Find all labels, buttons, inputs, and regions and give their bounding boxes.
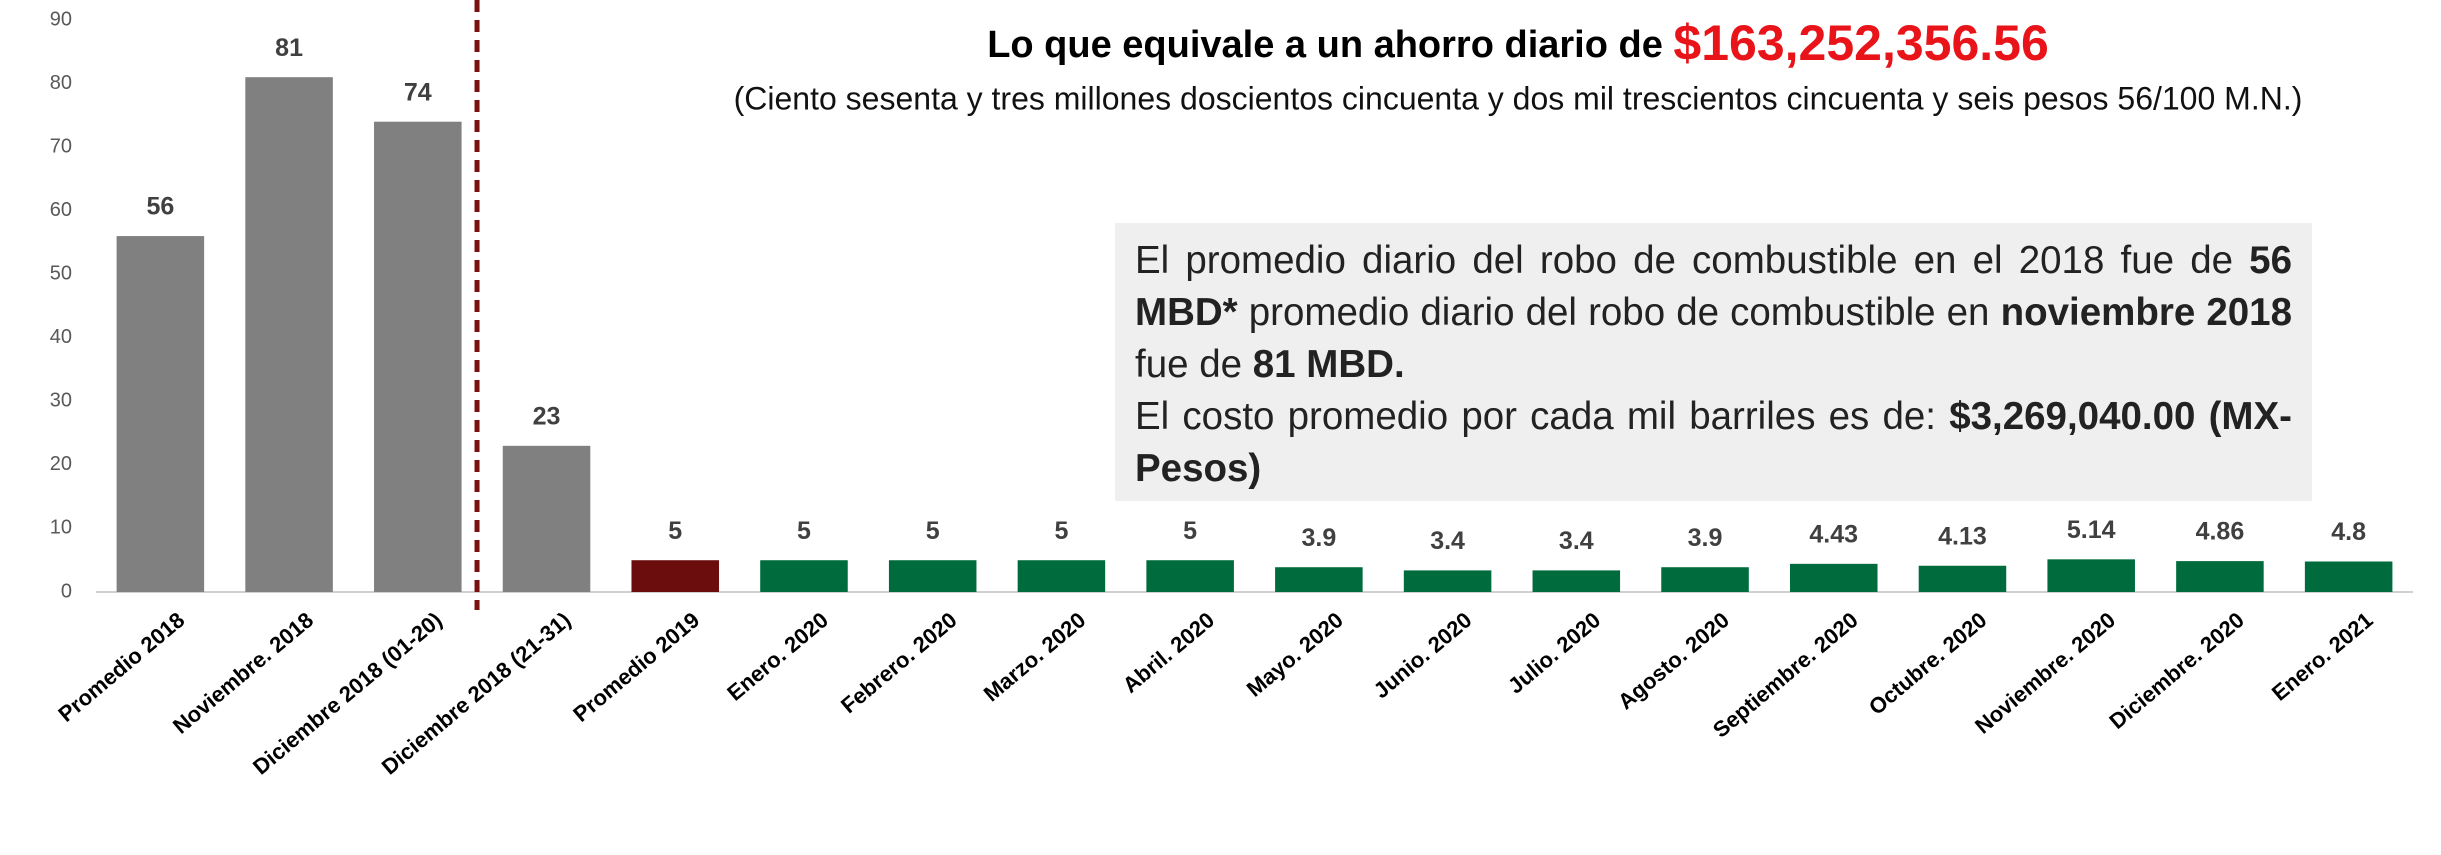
value-label: 5 <box>926 517 940 545</box>
bar <box>2047 559 2135 592</box>
chart-title: Lo que equivale a un ahorro diario de $1… <box>987 15 2049 71</box>
x-tick-label: Noviembre. 2018 <box>168 607 318 739</box>
note-paragraph: El costo promedio por cada mil barriles … <box>1135 391 2292 495</box>
title-text: Lo que equivale a un ahorro diario de <box>987 24 1673 66</box>
x-tick-label: Promedio 2018 <box>53 607 189 727</box>
bar <box>760 560 848 592</box>
note-bold: 56 MBD* <box>1135 239 2292 334</box>
bar <box>1789 563 1878 592</box>
bar <box>1532 570 1621 592</box>
x-tick-label: Abril. 2020 <box>1118 607 1219 698</box>
value-label: 5 <box>1183 517 1197 545</box>
y-tick-label: 40 <box>50 326 72 348</box>
y-tick-label: 0 <box>61 580 72 602</box>
value-label: 3.9 <box>1301 524 1336 552</box>
note-bold: noviembre 2018 <box>2000 291 2292 334</box>
x-tick-label: Junio. 2020 <box>1369 607 1477 703</box>
x-tick-label: Julio. 2020 <box>1503 607 1605 698</box>
note-text: fue de <box>1135 343 1253 386</box>
bar <box>1918 565 2007 592</box>
x-tick-label: Mayo. 2020 <box>1242 607 1348 702</box>
value-label: 4.13 <box>1938 522 1987 550</box>
bar <box>1661 567 1749 592</box>
y-tick-label: 10 <box>50 517 72 539</box>
note-text: El promedio diario del robo de combustib… <box>1135 239 2250 282</box>
y-tick-label: 70 <box>50 135 72 157</box>
y-tick-label: 90 <box>50 8 72 30</box>
bar <box>888 560 977 592</box>
x-tick-label: Noviembre. 2020 <box>1970 607 2120 739</box>
value-label: 23 <box>533 402 561 430</box>
x-tick-label: Marzo. 2020 <box>979 607 1091 706</box>
x-tick-label: Febrero. 2020 <box>836 607 962 718</box>
bar <box>2304 561 2393 592</box>
y-tick-label: 80 <box>50 72 72 94</box>
value-label: 4.8 <box>2331 518 2366 546</box>
x-tick-label: Diciembre. 2020 <box>2104 607 2248 734</box>
note-text: promedio diario del robo de combustible … <box>1237 291 2001 334</box>
value-label: 74 <box>404 78 432 106</box>
value-label: 5 <box>1054 517 1068 545</box>
bar <box>245 77 333 592</box>
value-label: 56 <box>146 193 174 221</box>
x-tick-label: Promedio 2019 <box>568 607 704 727</box>
bar <box>2176 561 2264 592</box>
note-bold: $3,269,040.00 (MX-Pesos) <box>1135 395 2292 490</box>
bar <box>502 445 591 592</box>
x-tick-label: Agosto. 2020 <box>1613 607 1734 714</box>
value-label: 4.86 <box>2196 518 2245 546</box>
bar <box>1146 560 1234 592</box>
value-label: 81 <box>275 34 303 62</box>
x-tick-label: Enero. 2021 <box>2267 607 2378 706</box>
value-label: 3.4 <box>1559 527 1594 555</box>
bar <box>631 560 720 592</box>
y-tick-label: 50 <box>50 263 72 285</box>
note-bold: 81 MBD. <box>1252 343 1405 386</box>
note-box: El promedio diario del robo de combustib… <box>1115 223 2312 501</box>
x-tick-label: Octubre. 2020 <box>1864 607 1992 720</box>
y-tick-label: 60 <box>50 199 72 221</box>
value-label: 5 <box>668 517 682 545</box>
bar <box>1403 570 1492 592</box>
bar <box>1017 560 1106 592</box>
value-label: 3.9 <box>1688 524 1723 552</box>
bar <box>1275 567 1363 592</box>
value-label: 4.43 <box>1809 520 1858 548</box>
x-tick-label: Enero. 2020 <box>722 607 833 706</box>
bar <box>116 236 205 593</box>
value-label: 3.4 <box>1430 527 1465 555</box>
bar <box>374 121 462 592</box>
title-amount: $163,252,356.56 <box>1673 15 2048 71</box>
note-text: El costo promedio por cada mil barriles … <box>1135 395 1950 438</box>
y-tick-label: 20 <box>50 453 72 475</box>
value-label: 5 <box>797 517 811 545</box>
y-tick-label: 30 <box>50 390 72 412</box>
subtitle: (Ciento sesenta y tres millones doscient… <box>734 80 2303 116</box>
value-label: 5.14 <box>2067 516 2116 544</box>
note-paragraph: El promedio diario del robo de combustib… <box>1135 235 2292 391</box>
